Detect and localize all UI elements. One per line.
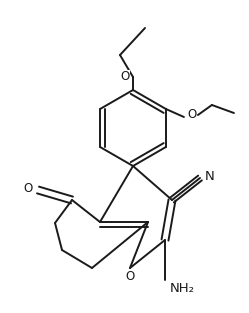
Text: O: O	[120, 70, 130, 84]
Text: O: O	[23, 182, 33, 194]
Text: O: O	[187, 109, 196, 121]
Text: N: N	[205, 170, 215, 182]
Text: O: O	[125, 269, 135, 283]
Text: NH₂: NH₂	[170, 281, 195, 295]
